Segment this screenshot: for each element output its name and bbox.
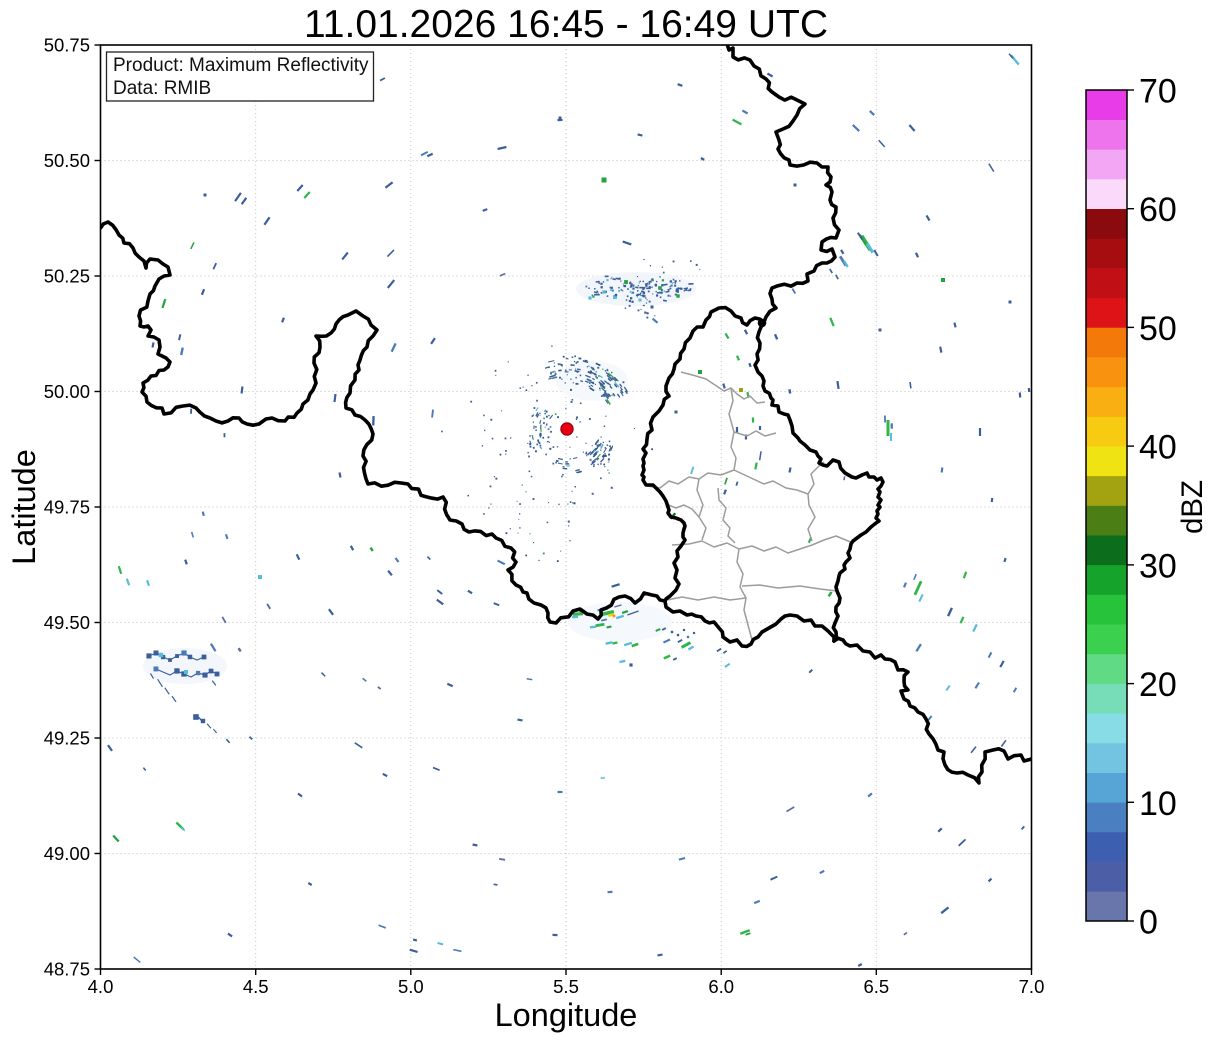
svg-text:50.75: 50.75 [44, 35, 90, 56]
svg-text:50: 50 [1139, 310, 1177, 348]
svg-text:40: 40 [1139, 429, 1177, 467]
svg-text:6.0: 6.0 [708, 976, 734, 997]
svg-text:50.25: 50.25 [44, 266, 90, 287]
svg-text:Product: Maximum Reflectivity: Product: Maximum Reflectivity [113, 55, 369, 76]
svg-text:dBZ: dBZ [1176, 480, 1209, 534]
svg-text:20: 20 [1139, 666, 1177, 704]
svg-text:60: 60 [1139, 191, 1177, 229]
svg-text:7.0: 7.0 [1019, 976, 1045, 997]
svg-text:10: 10 [1139, 785, 1177, 823]
svg-text:48.75: 48.75 [44, 959, 90, 980]
svg-text:5.0: 5.0 [398, 976, 424, 997]
svg-text:Latitude: Latitude [6, 449, 42, 565]
svg-text:49.00: 49.00 [44, 843, 90, 864]
svg-text:Data: RMIB: Data: RMIB [113, 78, 211, 99]
svg-text:0: 0 [1139, 904, 1158, 942]
svg-text:30: 30 [1139, 547, 1177, 585]
svg-text:6.5: 6.5 [863, 976, 889, 997]
svg-text:70: 70 [1139, 73, 1177, 111]
svg-text:50.00: 50.00 [44, 381, 90, 402]
svg-text:50.50: 50.50 [44, 150, 90, 171]
svg-text:11.01.2026 16:45 - 16:49 UTC: 11.01.2026 16:45 - 16:49 UTC [304, 3, 828, 46]
svg-text:Longitude: Longitude [495, 997, 638, 1033]
svg-text:49.50: 49.50 [44, 612, 90, 633]
svg-text:4.0: 4.0 [88, 976, 114, 997]
svg-text:5.5: 5.5 [553, 976, 579, 997]
svg-text:49.25: 49.25 [44, 728, 90, 749]
svg-text:49.75: 49.75 [44, 497, 90, 518]
svg-text:4.5: 4.5 [243, 976, 269, 997]
